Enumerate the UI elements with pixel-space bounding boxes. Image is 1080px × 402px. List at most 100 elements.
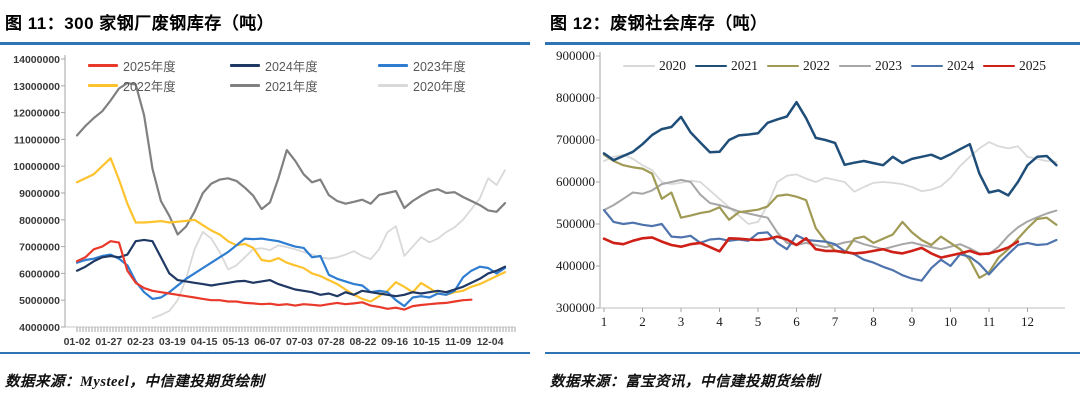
legend-label: 2023 (875, 58, 902, 73)
legend-swatch (839, 64, 871, 68)
panel-factory-scrap-inventory: 图 11：300 家钢厂废钢库存（吨） 14000000 13000000 1200… (0, 0, 530, 402)
y-tick-label: 7000000 (19, 242, 60, 254)
y-tick-label: 500000 (556, 216, 595, 231)
legend-swatch (88, 63, 118, 67)
y-tick-label: 900000 (556, 48, 595, 63)
series-line-2024 (602, 209, 1058, 282)
legend-item-2020年度: 2020年度 (378, 76, 508, 94)
legend-item-2022年度: 2022年度 (88, 76, 230, 94)
bottom-divider-left (0, 352, 530, 354)
y-tick-label: 5000000 (19, 295, 60, 307)
legend-label: 2021 (731, 58, 758, 73)
source-note-right: 数据来源：富宝资讯，中信建投期货绘制 (550, 374, 820, 390)
chart-title-left: 图 11：300 家钢厂废钢库存（吨） (5, 14, 275, 33)
y-tick-label: 800000 (556, 90, 595, 105)
y-tick-label: 700000 (556, 132, 595, 147)
legend-item-2025: 2025 (983, 57, 1055, 75)
y-tick-label: 6000000 (19, 268, 60, 280)
x-tick-label: 10-15 (413, 336, 440, 345)
x-tick-label: 01-27 (95, 336, 122, 345)
legend-swatch (911, 64, 943, 68)
x-tick-label: 06-07 (254, 336, 281, 345)
legend-item-2021: 2021 (695, 57, 767, 75)
x-tick-label: 11-09 (445, 336, 471, 345)
legend-label: 2024年度 (265, 59, 318, 74)
x-axis: 01-02 01-27 02-23 03-19 04-15 05-13 06-07 07-03… (64, 326, 516, 345)
series-line-2021年度 (75, 81, 507, 236)
x-tick-label: 04-15 (191, 336, 218, 345)
x-tick-label: 01-02 (64, 336, 91, 345)
x-tick-label: 3 (678, 314, 685, 329)
y-tick-label: 10000000 (13, 161, 60, 173)
legend-swatch (88, 83, 118, 87)
x-tick-label: 03-19 (159, 336, 186, 345)
legend-swatch (983, 64, 1015, 68)
y-tick-label: 8000000 (19, 215, 60, 227)
series-line-2025 (602, 235, 1020, 259)
social-scrap-inventory-chart: 900000 800000 700000 600000 500000 400000 3000… (556, 48, 1065, 329)
legend-label: 2020 (659, 58, 686, 73)
x-tick-label: 1 (601, 314, 608, 329)
x-tick-label: 07-28 (318, 336, 345, 345)
chart-title-right: 图 12：废钢社会库存（吨） (550, 14, 768, 33)
series-line-2021 (602, 100, 1058, 197)
legend-right: 2020 2021 2022 2023 2024 2025 (623, 57, 1055, 75)
y-tick-label: 12000000 (13, 108, 60, 120)
x-tick-label: 10 (944, 314, 957, 329)
y-tick-label: 300000 (556, 300, 595, 315)
legend-swatch (230, 63, 260, 67)
panel-social-scrap-inventory: 图 12：废钢社会库存（吨） 900000 800000 700000 600000 5… (545, 0, 1080, 402)
x-tick-label: 12 (1021, 314, 1034, 329)
legend-label: 2021年度 (265, 79, 318, 94)
y-tick-label: 600000 (556, 174, 595, 189)
x-tick-label: 8 (870, 314, 877, 329)
title-divider-left (0, 42, 530, 45)
legend-label: 2022年度 (123, 79, 176, 94)
legend-label: 2022 (803, 58, 830, 73)
legend-item-2023: 2023 (839, 57, 911, 75)
legend-swatch (378, 63, 408, 67)
legend-item-2021年度: 2021年度 (230, 76, 378, 94)
series-line-2022 (602, 153, 1058, 279)
legend-item-2020: 2020 (623, 57, 695, 75)
y-tick-label: 4000000 (19, 322, 60, 334)
legend-label: 2025 (1019, 58, 1046, 73)
bottom-divider-right (545, 352, 1080, 354)
series-line-2023年度 (75, 237, 507, 308)
y-tick-label: 11000000 (14, 134, 60, 146)
factory-scrap-inventory-chart: 14000000 13000000 12000000 11000000 10000000… (13, 54, 516, 345)
y-axis: 900000 800000 700000 600000 500000 400000 3000… (556, 48, 601, 315)
legend-item-2022: 2022 (767, 57, 839, 75)
series-line-2020年度 (151, 169, 506, 320)
x-tick-label: 05-13 (222, 336, 249, 345)
x-tick-label: 09-16 (381, 336, 408, 345)
legend-swatch (695, 64, 727, 68)
legend-item-2024年度: 2024年度 (230, 56, 378, 74)
legend-swatch (767, 64, 799, 68)
series-line-2020 (603, 141, 1058, 225)
legend-label: 2023年度 (413, 59, 466, 74)
series-line-2024年度 (75, 238, 507, 298)
y-tick-label: 400000 (556, 258, 595, 273)
x-tick-label: 6 (793, 314, 800, 329)
x-tick-label: 12-04 (477, 336, 504, 345)
x-tick-label: 11 (983, 314, 996, 329)
legend-item-2023年度: 2023年度 (378, 56, 508, 74)
x-tick-label: 08-22 (350, 336, 377, 345)
source-note-left: 数据来源：Mysteel，中信建投期货绘制 (5, 374, 265, 390)
x-tick-label: 7 (832, 314, 839, 329)
x-axis: 1 2 3 4 5 6 7 8 9 10 11 12 (600, 307, 1065, 329)
y-tick-label: 13000000 (13, 81, 60, 93)
y-axis: 14000000 13000000 12000000 11000000 10000000… (13, 54, 66, 334)
legend-label: 2025年度 (123, 59, 176, 74)
legend-label: 2024 (947, 58, 974, 73)
legend-swatch (230, 83, 260, 87)
x-tick-label: 5 (755, 314, 762, 329)
x-tick-label: 9 (909, 314, 916, 329)
y-tick-label: 14000000 (13, 54, 60, 66)
x-tick-label: 02-23 (127, 336, 154, 345)
legend-swatch (623, 64, 655, 68)
series-line-2025年度 (75, 240, 473, 311)
legend-swatch (378, 83, 408, 87)
